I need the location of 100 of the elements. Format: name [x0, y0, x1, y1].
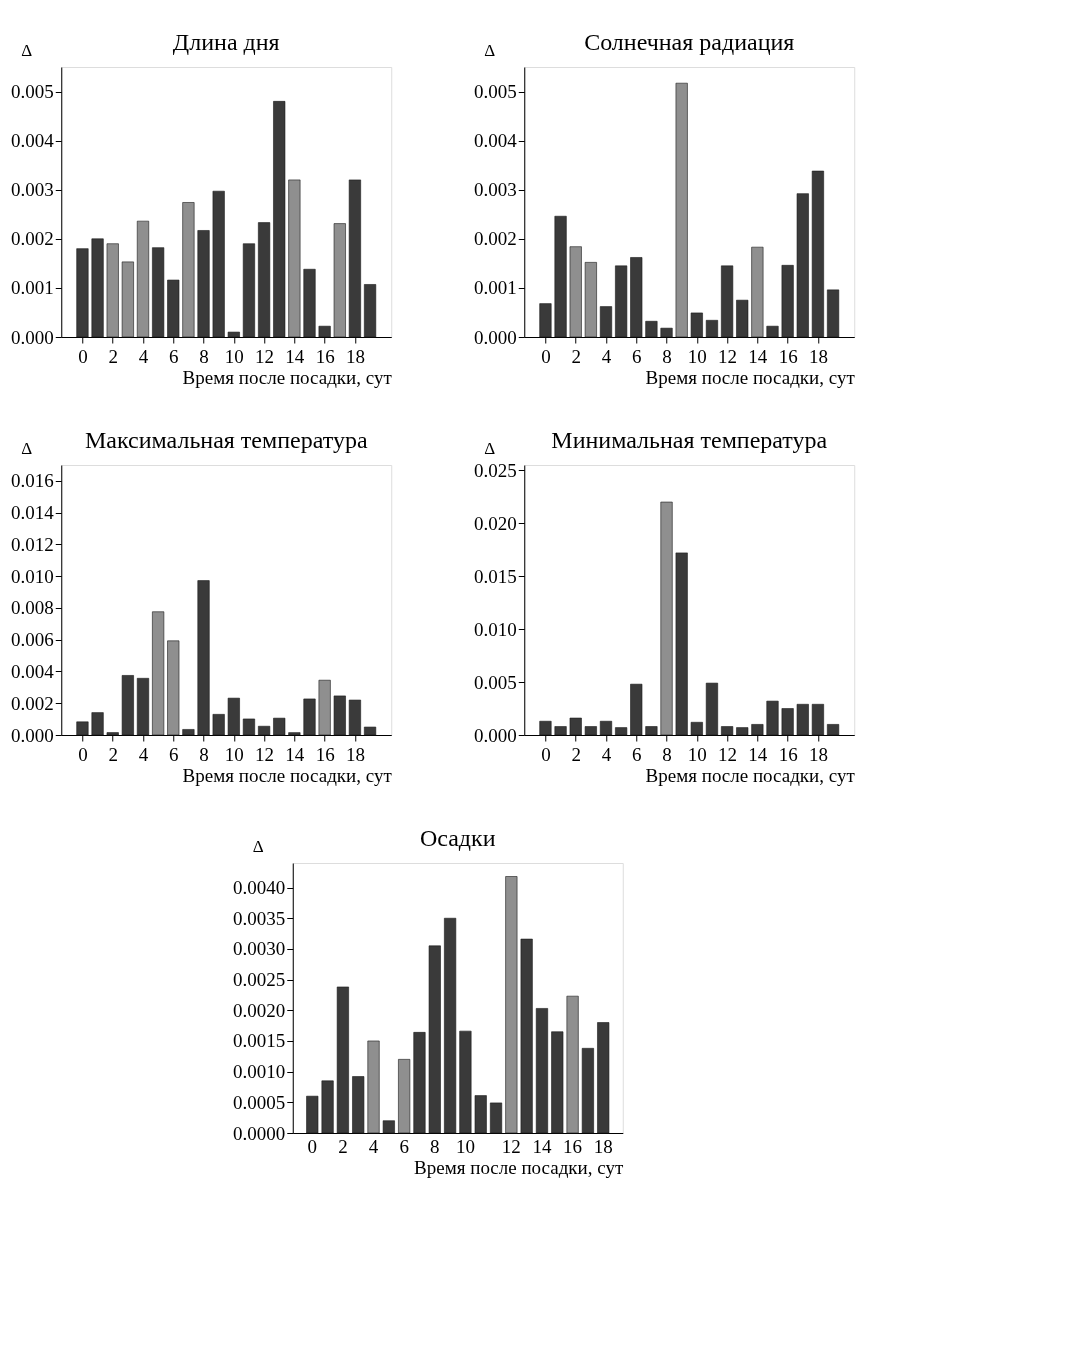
x-tick-label: 8 — [662, 345, 672, 367]
x-tick-label: 4 — [601, 743, 612, 765]
bar — [364, 284, 377, 338]
y-tick-label: 0.0020 — [233, 999, 286, 1021]
bar — [660, 327, 673, 338]
bar — [444, 917, 457, 1134]
bar — [736, 299, 749, 338]
y-tick-label: 0.010 — [11, 565, 54, 587]
y-tick-label: 0.002 — [11, 692, 54, 714]
x-tick-label: 2 — [571, 743, 581, 765]
x-tick-label: 2 — [108, 743, 118, 765]
y-tick-label: 0.025 — [474, 459, 517, 481]
y-axis-title: Δ — [252, 836, 264, 856]
bar — [242, 243, 256, 338]
y-tick-label: 0.000 — [474, 326, 517, 348]
bar — [428, 945, 441, 1134]
y-tick-label: 0.0005 — [233, 1091, 286, 1113]
y-tick-label: 0.001 — [474, 277, 517, 299]
x-tick-label: 10 — [687, 743, 707, 765]
x-tick-label: 4 — [138, 345, 149, 367]
bar — [152, 247, 165, 338]
bar — [581, 1048, 594, 1134]
bar — [796, 193, 809, 338]
bar — [645, 320, 658, 338]
y-tick-label: 0.0015 — [233, 1030, 286, 1052]
bar — [152, 611, 165, 736]
bar — [751, 724, 764, 736]
bar — [660, 501, 673, 736]
bar — [227, 331, 240, 338]
bar — [675, 82, 688, 338]
x-tick-label: 8 — [199, 345, 209, 367]
bar — [348, 179, 361, 338]
x-tick-label: 6 — [632, 743, 642, 765]
x-tick-label: 16 — [563, 1135, 583, 1157]
x-tick-label: 10 — [224, 345, 244, 367]
bar — [535, 1008, 549, 1134]
bar — [136, 678, 150, 736]
bar — [811, 703, 824, 736]
bar — [121, 675, 134, 736]
x-tick-label: 4 — [601, 345, 612, 367]
x-axis-title: Время после посадки, сут — [414, 1156, 624, 1178]
y-tick-label: 0.0025 — [233, 969, 286, 991]
bar — [91, 238, 104, 338]
x-tick-label: 12 — [718, 743, 738, 765]
bar — [197, 580, 210, 736]
bar — [599, 720, 613, 736]
x-tick-label: 18 — [345, 743, 365, 765]
y-tick-label: 0.0040 — [233, 877, 286, 899]
bar — [766, 325, 779, 338]
bar — [364, 726, 377, 736]
x-tick-label: 12 — [718, 345, 738, 367]
bar — [273, 717, 286, 736]
bar — [566, 995, 579, 1134]
x-tick-label: 0 — [78, 345, 88, 367]
bar — [106, 243, 119, 338]
y-axis-title: Δ — [484, 438, 496, 458]
x-tick-label: 12 — [501, 1135, 521, 1157]
bar — [258, 222, 271, 338]
bar — [336, 986, 349, 1134]
x-tick-label: 4 — [368, 1135, 379, 1157]
bar — [413, 1032, 426, 1134]
y-tick-label: 0.005 — [11, 81, 54, 103]
bar — [597, 1022, 610, 1134]
bar — [811, 170, 824, 338]
bar — [182, 202, 195, 338]
x-tick-label: 0 — [307, 1135, 318, 1157]
bar — [273, 101, 286, 338]
y-tick-label: 0.003 — [474, 179, 517, 201]
bar — [599, 306, 613, 338]
y-tick-label: 0.003 — [11, 179, 54, 201]
x-tick-label: 8 — [662, 743, 672, 765]
bar — [520, 938, 533, 1134]
bar — [474, 1095, 487, 1134]
y-tick-label: 0.0010 — [233, 1061, 286, 1083]
bar — [348, 699, 361, 736]
bar — [121, 261, 134, 338]
x-tick-label: 12 — [255, 743, 275, 765]
x-tick-label: 14 — [285, 345, 305, 367]
x-tick-label: 12 — [255, 345, 275, 367]
bar — [76, 248, 89, 338]
x-tick-label: 6 — [399, 1135, 409, 1157]
y-tick-label: 0.0000 — [233, 1122, 286, 1144]
bar — [766, 700, 779, 736]
y-tick-label: 0.006 — [11, 629, 54, 651]
x-tick-label: 18 — [345, 345, 365, 367]
y-tick-label: 0.005 — [474, 671, 517, 693]
bar — [333, 223, 346, 338]
x-tick-label: 8 — [430, 1135, 440, 1157]
bar — [76, 721, 89, 736]
bar — [781, 265, 794, 338]
x-tick-label: 14 — [285, 743, 305, 765]
bar — [721, 726, 734, 736]
y-tick-label: 0.004 — [474, 130, 518, 152]
bar — [569, 246, 582, 338]
chart-title: Длина дня — [172, 29, 280, 55]
y-tick-label: 0.0030 — [233, 938, 286, 960]
bar — [382, 1120, 395, 1134]
bar — [227, 697, 240, 736]
bar — [505, 876, 518, 1134]
bar — [551, 1031, 564, 1134]
